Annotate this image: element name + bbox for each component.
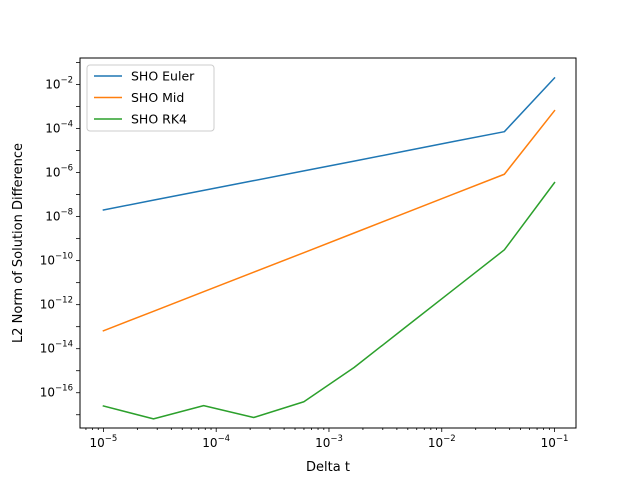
y-tick-base: 10 [45, 78, 60, 92]
series-line-1 [102, 76, 556, 211]
x-tick-label: 10−3 [315, 434, 343, 450]
y-tick-label: 10−8 [45, 208, 73, 224]
y-tick-label: 10−2 [45, 76, 73, 92]
y-tick-base: 10 [40, 298, 55, 312]
x-tick-label: 10−4 [202, 434, 230, 450]
legend-box [86, 64, 215, 132]
legend: SHO Euler SHO Mid SHO RK4 [86, 64, 215, 132]
legend-label-1: SHO Euler [131, 69, 195, 84]
x-axis-label: Delta t [306, 460, 350, 475]
y-tick-label: 10−6 [45, 164, 73, 180]
x-tick-base: 10 [202, 436, 217, 450]
x-tick-exponent: −2 [443, 434, 456, 444]
x-tick-exponent: −3 [330, 434, 343, 444]
y-tick-base: 10 [45, 166, 60, 180]
series-line-3 [102, 181, 556, 420]
x-tick-base: 10 [541, 436, 556, 450]
y-tick-exponent: −4 [60, 120, 73, 130]
y-tick-exponent: −10 [55, 252, 73, 262]
x-tick-exponent: −4 [218, 434, 231, 444]
y-tick-base: 10 [40, 342, 55, 356]
x-tick-base: 10 [315, 436, 330, 450]
y-tick-base: 10 [45, 210, 60, 224]
x-tick-base: 10 [90, 436, 105, 450]
x-tick-label: 10−1 [541, 434, 569, 450]
y-tick-base: 10 [45, 122, 60, 136]
series-layer [102, 76, 556, 420]
x-tick-exponent: −5 [105, 434, 118, 444]
y-tick-exponent: −16 [55, 384, 73, 394]
legend-label-2: SHO Mid [131, 90, 184, 105]
legend-label-3: SHO RK4 [131, 112, 187, 127]
x-axis-ticks: 10−5 10−4 10−3 10−2 10−1 [85, 428, 569, 450]
x-tick-base: 10 [428, 436, 443, 450]
y-tick-label: 10−4 [45, 120, 73, 136]
y-tick-exponent: −8 [60, 208, 73, 218]
y-axis-label: L2 Norm of Solution Difference [11, 143, 26, 343]
y-tick-exponent: −14 [55, 340, 73, 350]
y-tick-label: 10−10 [40, 252, 73, 268]
x-tick-label: 10−2 [428, 434, 456, 450]
series-line-2 [102, 109, 556, 332]
y-tick-base: 10 [40, 254, 55, 268]
x-tick-exponent: −1 [556, 434, 569, 444]
x-tick-label: 10−5 [90, 434, 118, 450]
y-tick-label: 10−16 [40, 384, 73, 400]
y-tick-exponent: −2 [60, 76, 73, 86]
y-tick-base: 10 [40, 386, 55, 400]
y-tick-label: 10−12 [40, 296, 73, 312]
y-tick-exponent: −6 [60, 164, 73, 174]
y-tick-label: 10−14 [40, 340, 73, 356]
plot-frame [79, 57, 577, 429]
y-tick-exponent: −12 [55, 296, 73, 306]
